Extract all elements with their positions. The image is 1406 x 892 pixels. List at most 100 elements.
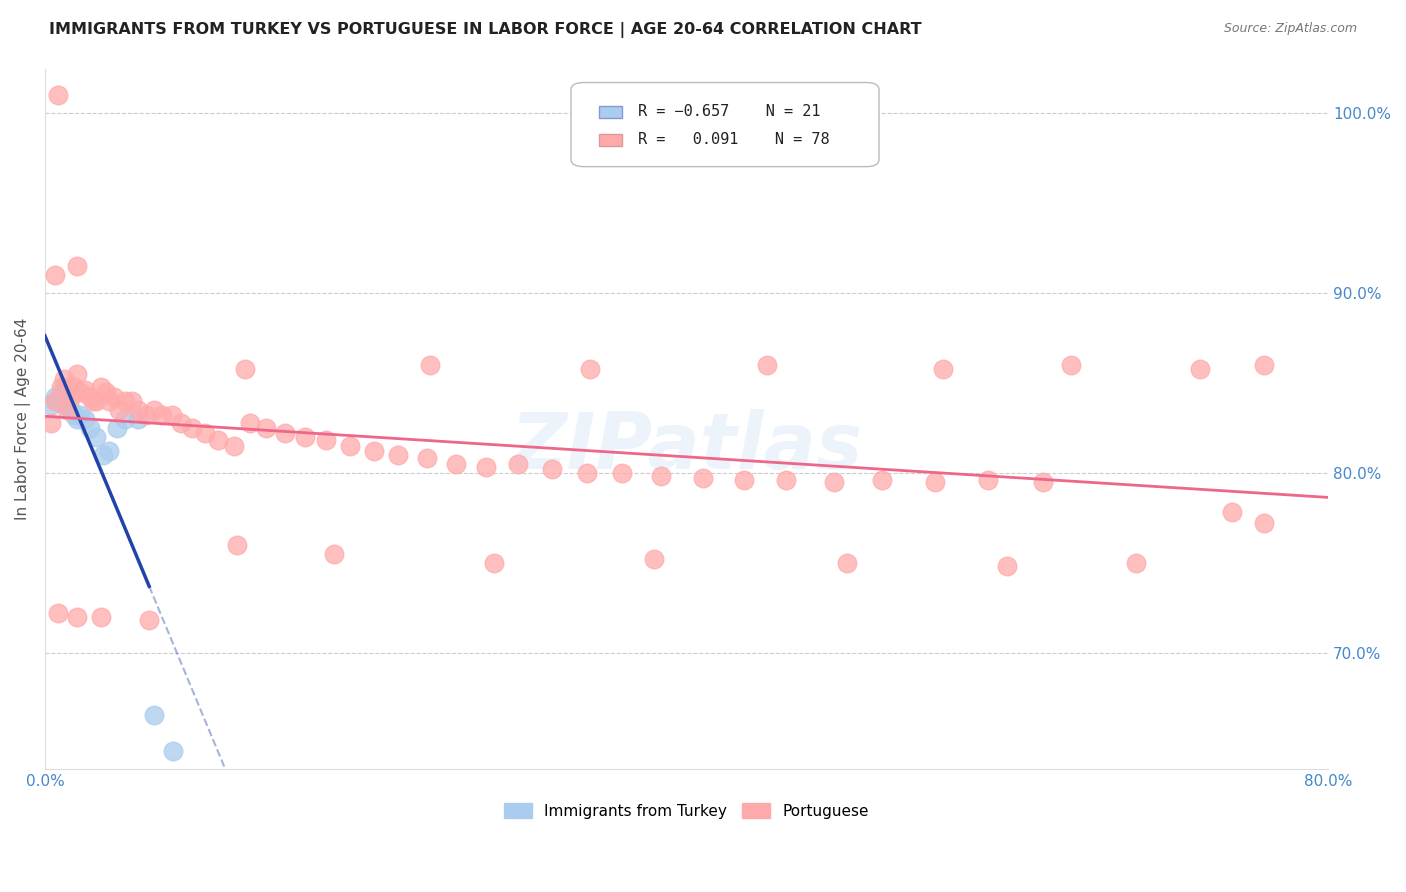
Point <box>103 390 125 404</box>
Point <box>226 538 249 552</box>
FancyBboxPatch shape <box>599 134 623 146</box>
Point <box>127 412 149 426</box>
Point <box>53 372 76 386</box>
Point <box>107 403 129 417</box>
Point <box>924 475 946 489</box>
Point <box>56 403 79 417</box>
Point <box>339 439 361 453</box>
Point <box>82 393 104 408</box>
Point <box>98 444 121 458</box>
Point <box>79 421 101 435</box>
Point <box>274 426 297 441</box>
Point <box>114 412 136 426</box>
Point <box>150 409 173 423</box>
Point <box>66 259 89 273</box>
Point <box>105 421 128 435</box>
Point <box>59 390 82 404</box>
Point <box>733 473 755 487</box>
FancyBboxPatch shape <box>599 105 623 119</box>
Point <box>138 613 160 627</box>
Point <box>254 421 277 435</box>
FancyBboxPatch shape <box>571 83 879 167</box>
Point <box>44 390 66 404</box>
Text: IMMIGRANTS FROM TURKEY VS PORTUGUESE IN LABOR FORCE | AGE 20-64 CORRELATION CHAR: IMMIGRANTS FROM TURKEY VS PORTUGUESE IN … <box>49 22 922 38</box>
Point <box>194 426 217 441</box>
Point <box>612 466 634 480</box>
Point <box>79 390 101 404</box>
Point <box>322 547 344 561</box>
Point <box>643 552 665 566</box>
Point <box>143 403 166 417</box>
Point <box>44 393 66 408</box>
Point <box>506 457 529 471</box>
Point <box>315 434 337 448</box>
Point <box>84 430 107 444</box>
Point <box>73 412 96 426</box>
Point <box>1032 475 1054 489</box>
Point <box>46 88 69 103</box>
Text: R = −0.657    N = 21: R = −0.657 N = 21 <box>638 104 820 120</box>
Point <box>214 786 236 800</box>
Point <box>1253 516 1275 530</box>
Legend: Immigrants from Turkey, Portuguese: Immigrants from Turkey, Portuguese <box>498 797 875 825</box>
Point <box>46 393 69 408</box>
Point <box>90 379 112 393</box>
Point <box>114 393 136 408</box>
Point <box>576 466 599 480</box>
Point <box>91 448 114 462</box>
Point <box>94 384 117 399</box>
Point <box>39 416 62 430</box>
Point <box>69 409 91 423</box>
Point <box>1125 556 1147 570</box>
Point <box>932 361 955 376</box>
Point <box>73 383 96 397</box>
Point <box>90 609 112 624</box>
Point <box>127 403 149 417</box>
Point <box>44 268 66 282</box>
Point <box>59 403 82 417</box>
Point <box>62 379 84 393</box>
Point <box>162 744 184 758</box>
Point <box>977 473 1000 487</box>
Point <box>239 416 262 430</box>
Point <box>579 361 602 376</box>
Y-axis label: In Labor Force | Age 20-64: In Labor Force | Age 20-64 <box>15 318 31 520</box>
Point <box>870 473 893 487</box>
Point <box>1188 361 1211 376</box>
Point <box>181 421 204 435</box>
Point <box>835 556 858 570</box>
Point <box>66 412 89 426</box>
Point <box>650 469 672 483</box>
Point <box>56 400 79 414</box>
Point <box>66 609 89 624</box>
Point <box>995 559 1018 574</box>
Point <box>692 471 714 485</box>
Point <box>143 708 166 723</box>
Point <box>69 384 91 399</box>
Point <box>49 379 72 393</box>
Point <box>66 367 89 381</box>
Point <box>363 444 385 458</box>
Text: ZIPatlas: ZIPatlas <box>510 409 863 485</box>
Text: R =   0.091    N = 78: R = 0.091 N = 78 <box>638 133 830 147</box>
Point <box>415 451 437 466</box>
Point <box>235 361 257 376</box>
Point <box>775 473 797 487</box>
Point <box>224 439 246 453</box>
Point <box>49 386 72 401</box>
Point <box>387 448 409 462</box>
Point <box>1060 358 1083 372</box>
Point <box>482 556 505 570</box>
Point <box>160 409 183 423</box>
Point <box>294 430 316 444</box>
Point <box>207 434 229 448</box>
Point <box>121 393 143 408</box>
Point <box>475 460 498 475</box>
Point <box>62 409 84 423</box>
Point <box>53 379 76 393</box>
Point <box>540 462 562 476</box>
Text: Source: ZipAtlas.com: Source: ZipAtlas.com <box>1223 22 1357 36</box>
Point <box>135 409 157 423</box>
Point <box>39 398 62 412</box>
Point <box>98 393 121 408</box>
